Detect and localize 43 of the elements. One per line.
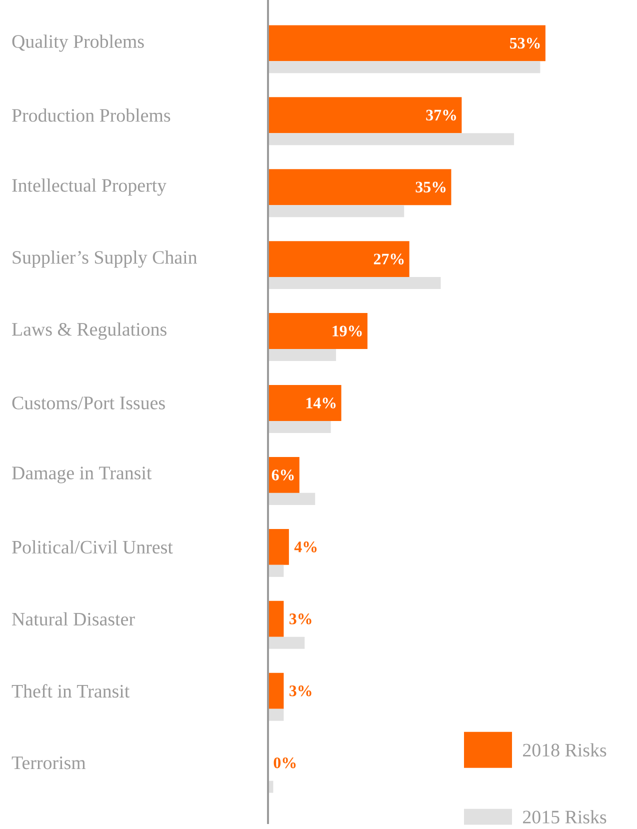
legend-label: 2018 Risks [523, 743, 606, 757]
bar [268, 349, 336, 362]
data-label: 6% [272, 470, 294, 480]
data-label: 4% [294, 542, 317, 552]
bar [268, 636, 305, 649]
data-label: 27% [374, 254, 404, 264]
y-tick-label: Laws & Regulations [12, 322, 166, 340]
bar [268, 25, 546, 62]
y-tick-label: Quality Problems [12, 34, 144, 52]
bar [268, 564, 284, 577]
y-tick-label: Damage in Transit [12, 466, 152, 484]
data-label: 37% [426, 110, 456, 121]
bar [268, 600, 284, 637]
y-tick-label: Terrorism [12, 756, 86, 770]
bar [268, 385, 342, 422]
data-label: 53% [510, 38, 540, 49]
data-label: 3% [290, 614, 312, 624]
bar [268, 492, 316, 505]
y-tick-label: Political/Civil Unrest [12, 540, 173, 554]
y-tick-label: Natural Disaster [12, 612, 135, 626]
legend-label: 2015 Risks [523, 810, 606, 824]
bar [268, 241, 410, 278]
data-label: 3% [290, 685, 312, 696]
y-tick-label: Customs/Port Issues [12, 396, 165, 410]
bar [268, 61, 540, 74]
bar [268, 420, 331, 433]
y-tick-label: Theft in Transit [12, 684, 130, 698]
bar [268, 672, 284, 709]
bar [268, 528, 289, 565]
bar [268, 313, 368, 350]
data-label: 14% [306, 398, 336, 408]
bar [268, 205, 404, 218]
bar [268, 97, 462, 134]
data-label: 19% [332, 326, 362, 336]
y-tick-label: Supplier’s Supply Chain [12, 250, 198, 268]
bar [268, 708, 284, 721]
y-tick-label: Production Problems [12, 108, 170, 122]
bar [268, 133, 514, 146]
y-tick-label: Intellectual Property [12, 178, 167, 196]
data-label: 35% [416, 182, 446, 193]
bar [268, 169, 452, 206]
bar [268, 277, 441, 290]
data-label: 0% [274, 757, 296, 768]
